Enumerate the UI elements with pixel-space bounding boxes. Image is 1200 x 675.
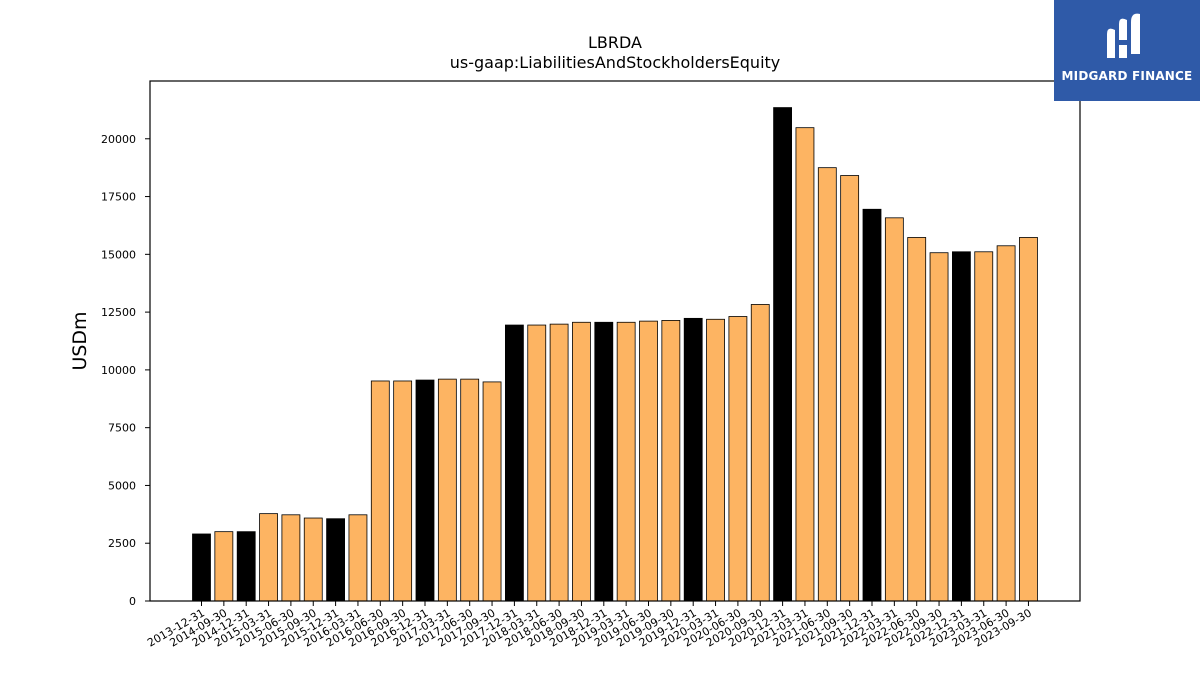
x-axis: 2013-12-312014-09-302014-12-312015-03-31… <box>145 601 1034 650</box>
bar <box>639 320 658 602</box>
y-tick-label: 10000 <box>101 364 136 377</box>
y-tick-label: 20000 <box>101 133 136 146</box>
bar <box>974 251 994 602</box>
bar <box>393 380 413 602</box>
bar <box>594 321 614 602</box>
bar <box>572 321 591 602</box>
bar <box>750 304 770 602</box>
bar <box>929 252 949 602</box>
y-tick-label: 7500 <box>108 422 136 435</box>
bar <box>817 167 837 602</box>
bar <box>862 208 882 602</box>
bar <box>281 514 301 602</box>
bar <box>214 531 234 602</box>
bar <box>504 324 524 602</box>
chart-title: LBRDA <box>588 33 642 52</box>
bar <box>616 321 636 602</box>
plot-frame <box>149 80 1081 602</box>
logo-mark-icon <box>1107 13 1140 59</box>
bar <box>996 245 1016 602</box>
bar <box>884 217 904 602</box>
bar <box>460 378 480 602</box>
bar <box>482 381 502 602</box>
bar <box>303 517 323 602</box>
bar <box>527 324 547 602</box>
bar <box>437 378 457 602</box>
bar <box>326 518 346 602</box>
y-axis: 0 2500 5000 7500 10000 12500 15000 17500 20000 <box>101 133 150 608</box>
bar <box>192 533 211 602</box>
bar <box>259 513 278 602</box>
bar <box>706 318 725 602</box>
bar <box>348 514 368 602</box>
bar <box>683 317 703 602</box>
chart-subtitle: us-gaap:LiabilitiesAndStockholdersEquity <box>450 53 781 72</box>
y-tick-label: 2500 <box>108 537 136 550</box>
bar <box>728 316 748 602</box>
y-tick-label: 12500 <box>101 306 136 319</box>
logo-text: MIDGARD FINANCE <box>1061 69 1193 83</box>
y-axis-label: USDm <box>69 311 91 370</box>
y-tick-label: 0 <box>129 595 136 608</box>
bar <box>236 531 256 602</box>
bar <box>952 251 971 602</box>
bar <box>370 380 390 602</box>
bar <box>840 175 860 602</box>
y-tick-label: 5000 <box>108 479 136 492</box>
bar <box>1019 237 1038 602</box>
bars-group <box>192 107 1038 602</box>
bar <box>907 237 927 602</box>
bar <box>661 320 681 602</box>
y-tick-label: 15000 <box>101 248 136 261</box>
y-tick-label: 17500 <box>101 191 136 204</box>
brand-logo: MIDGARD FINANCE <box>1054 0 1200 101</box>
bar <box>773 107 792 602</box>
bar <box>415 379 435 602</box>
bar <box>549 323 569 602</box>
bar <box>795 127 815 602</box>
